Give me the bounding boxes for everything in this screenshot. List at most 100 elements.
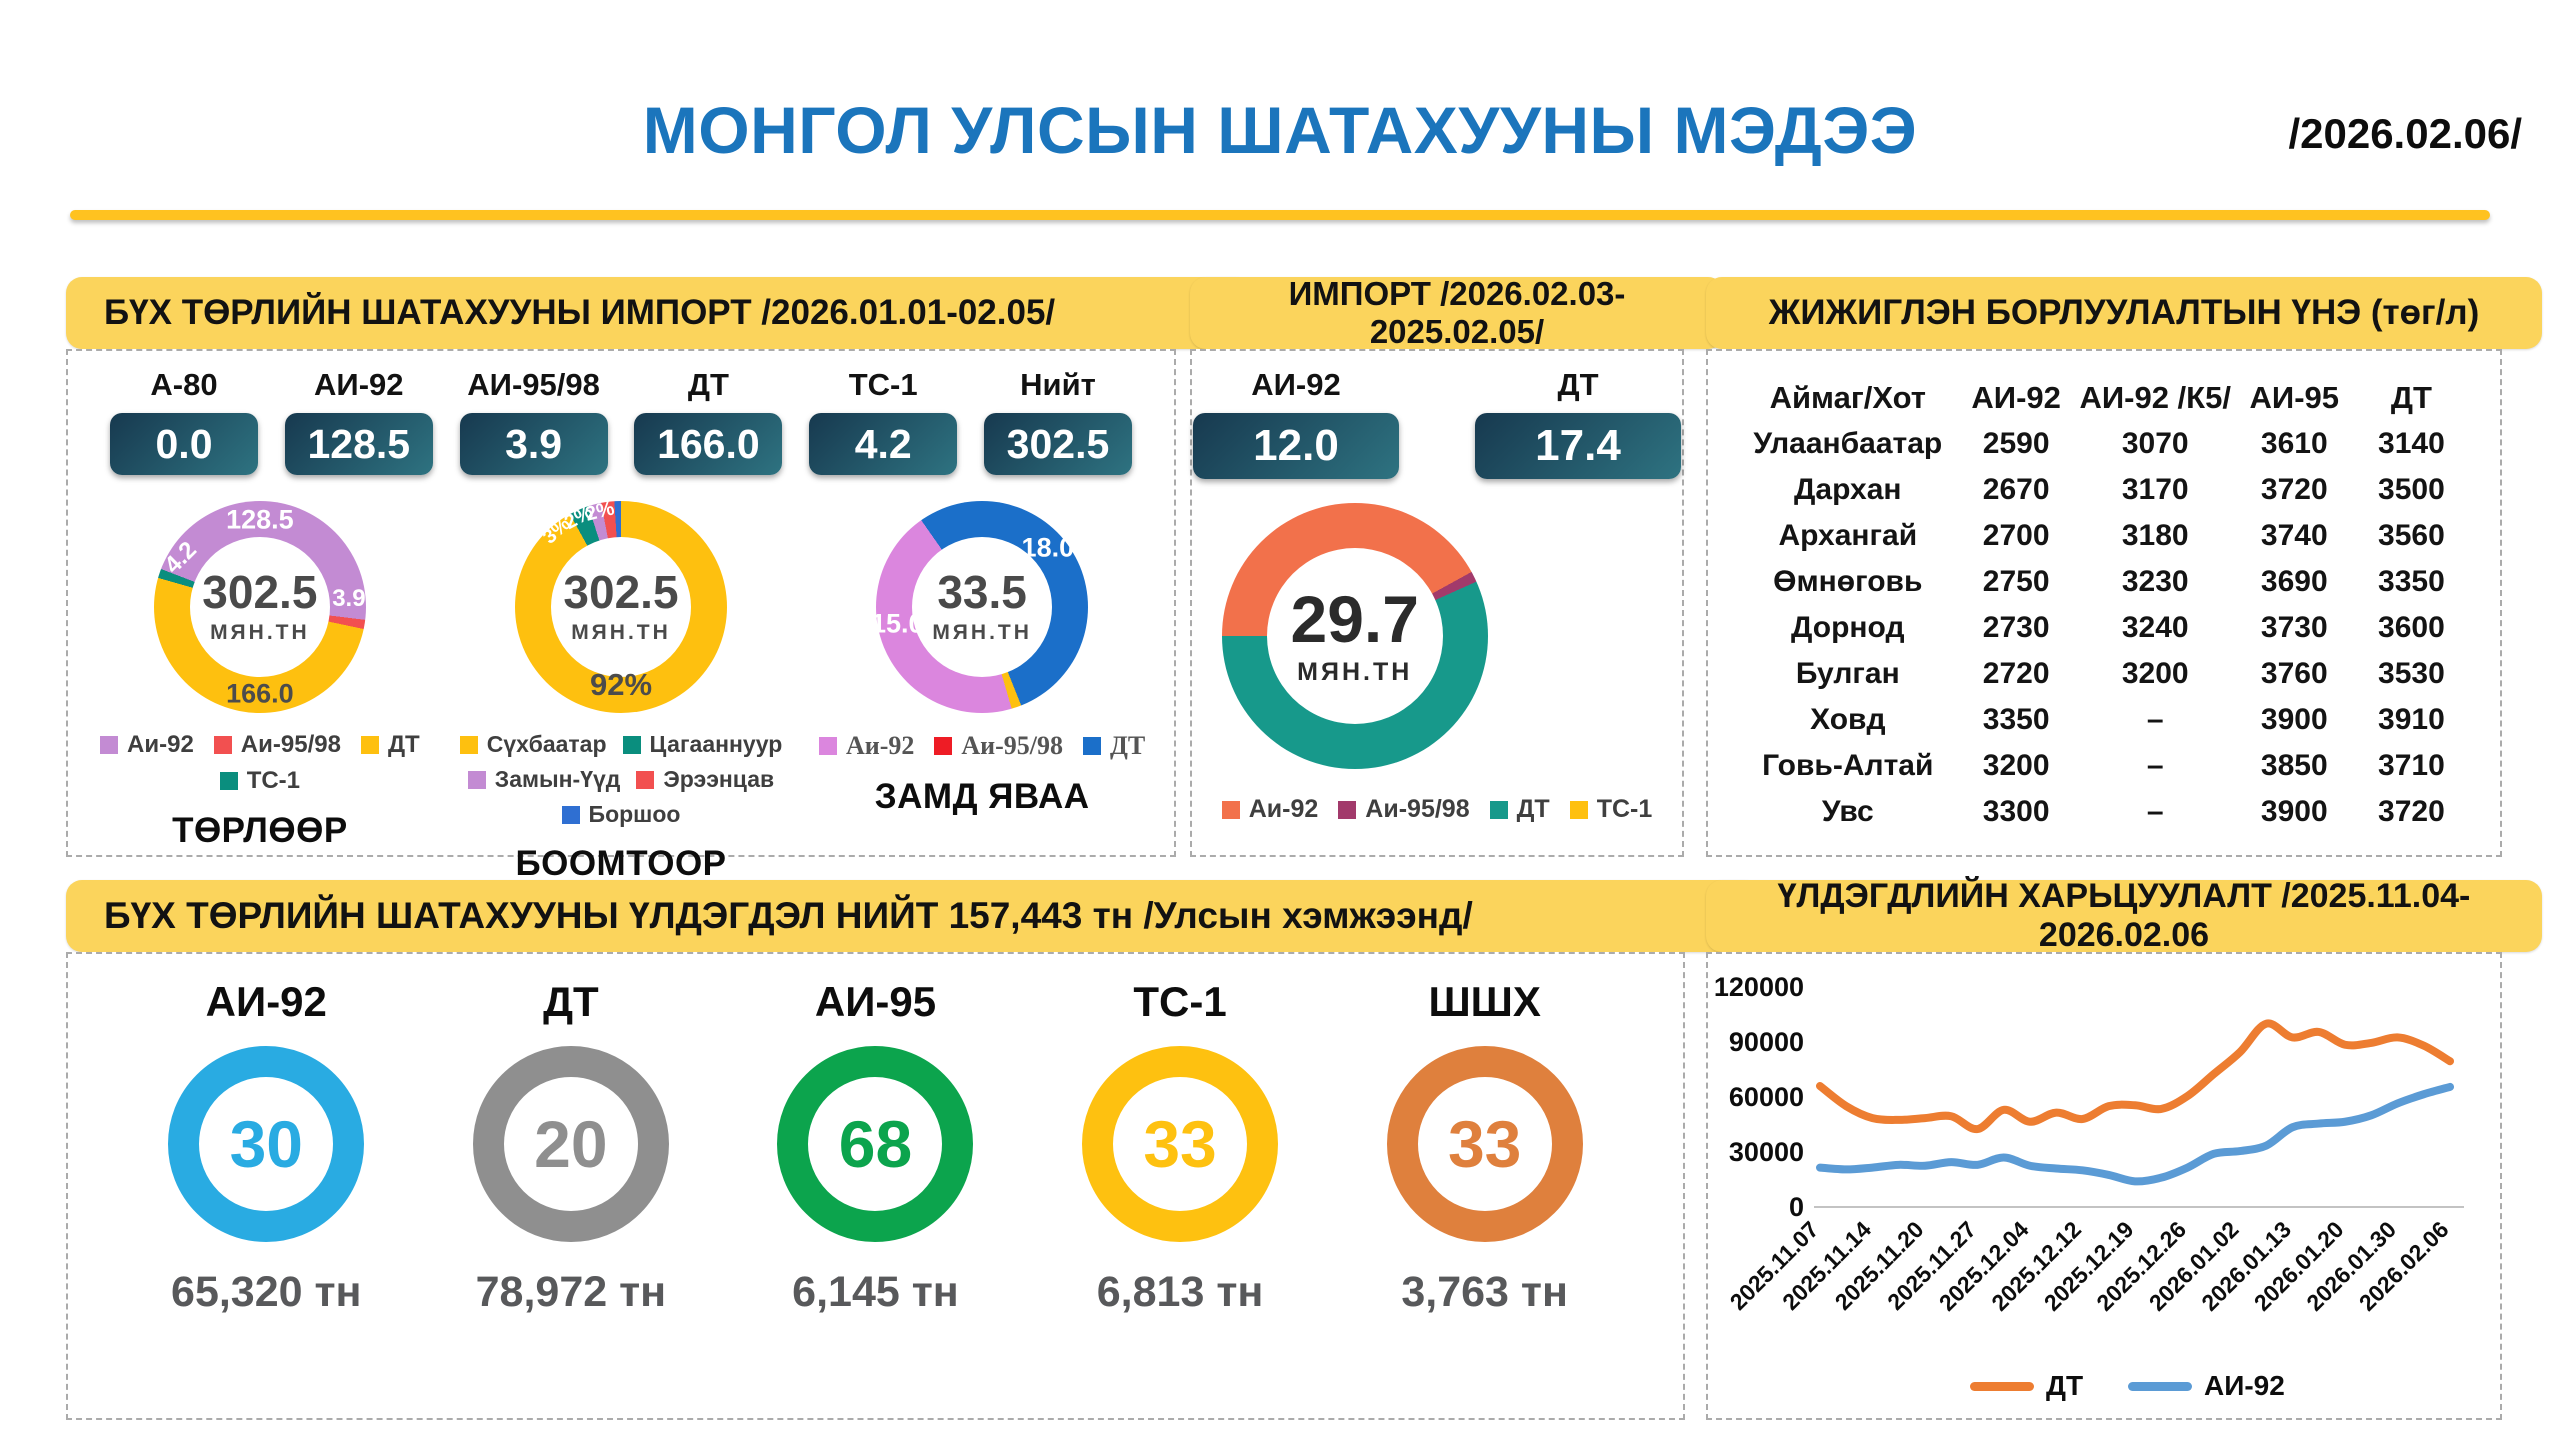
import-total-donuts: 302.5 МЯН.ТН 128.5 3.9 166.0 4.2 Аи-92 Аи-95/98… [68, 475, 1174, 884]
legend-label: ДТ [1110, 731, 1146, 760]
table-cell-price: 2750 [1982, 565, 2050, 598]
table-header-cell: АИ-95 [2249, 380, 2340, 415]
table-cell-region: Ховд [1810, 703, 1886, 736]
panel-body-import-total: А-80 0.0 АИ-92 128.5 АИ-95/98 3.9 ДТ 166.0 ТС-1 4… [66, 349, 1176, 883]
donut-group-by_port: 302.5 МЯН.ТН 3% 2% 2% 92% Сүхбаатар Цагааннуур З… [443, 497, 799, 884]
legend-item: Аи-92 [100, 731, 194, 759]
balance-ring: 33 [1386, 1046, 1583, 1242]
legend-label: Аи-92 [845, 731, 915, 760]
series-line-АИ-92 [1816, 1082, 2454, 1186]
legend-label: Аи-92 [127, 731, 194, 758]
donut-legend: Сүхбаатар Цагааннуур Замын-Үүд Эрээнцав Борш… [448, 731, 793, 828]
table-cell-price: 3140 [2378, 427, 2445, 460]
legend-swatch-icon [934, 737, 953, 755]
legend-swatch-icon [459, 735, 478, 754]
legend-label: Сүхбаатар [486, 731, 607, 757]
table-cell-price: 3180 [2121, 519, 2189, 552]
table-cell-price: 3910 [2378, 703, 2445, 736]
legend-item: Аи-95/98 [213, 731, 341, 759]
stat-value-box: 12.0 [1193, 413, 1399, 479]
legend-label: Замын-Үүд [494, 766, 621, 792]
stat-label: АИ-95/98 [467, 367, 600, 402]
balance-ring: 68 [777, 1046, 974, 1242]
legend-swatch-icon [1083, 737, 1102, 755]
balance-line-chart: 03000060000900001200002025.11.072025.11.… [1714, 972, 2464, 1401]
table-cell-region: Говь-Алтай [1762, 749, 1934, 782]
legend-item: Аи-95/98 [1338, 795, 1470, 824]
donut-slice-label: 128.5 [226, 504, 294, 535]
legend-item: Аи-92 [1221, 795, 1319, 824]
legend-label: Эрээнцав [663, 766, 775, 792]
donut-center-value: 302.5 [563, 566, 679, 618]
panel-header-import-recent: ИМПОРТ /2026.02.03-2025.02.05/ [1190, 275, 1724, 350]
balance-days: 33 [1447, 1107, 1522, 1181]
import-stat: АИ-95/98 3.9 [459, 367, 608, 475]
stat-label: ТС-1 [848, 367, 918, 402]
balance-item-label: АИ-92 [205, 978, 327, 1025]
stat-value-box: 166.0 [634, 413, 783, 475]
legend-swatch-icon [100, 736, 119, 754]
import-recent-donut-wrap: 29.7 МЯН.ТН Аи-92 Аи-95/98 ДТ ТС-1 [1192, 479, 1682, 824]
table-header-cell: Аймаг/Хот [1769, 380, 1926, 415]
table-header-cell: АИ-92 /К5/ [2079, 380, 2231, 415]
donut-center-value: 302.5 [202, 566, 318, 618]
donut-by_port: 302.5 МЯН.ТН 3% 2% 2% 92% [514, 497, 727, 713]
legend-label: ДТ [1516, 795, 1550, 823]
legend-item: ТС-1 [1569, 795, 1652, 824]
stat-value-box: 302.5 [983, 413, 1132, 475]
table-cell-price: 3200 [2121, 657, 2189, 690]
table-header-cell: АИ-92 [1971, 380, 2061, 415]
balance-item-label: ТС-1 [1133, 978, 1227, 1025]
donut-slice-label: 92% [589, 667, 653, 703]
table-cell-price: – [2146, 703, 2164, 736]
table-cell-price: 2590 [1982, 427, 2050, 460]
legend-swatch-icon [1569, 800, 1588, 819]
donut-caption: ТӨРЛӨӨР [172, 811, 348, 850]
y-axis-label: 30000 [1729, 1137, 1804, 1167]
stat-value: 4.2 [854, 420, 912, 467]
legend-label: Цагааннуур [649, 731, 783, 757]
chart-legend-swatch-icon [2128, 1382, 2192, 1391]
donut-group-in_transit: 33.5 МЯН.ТН 18.0 15.0 Аи-92 Аи-95/98 ДТ ЗАМД ЯВ… [804, 501, 1160, 884]
legend-swatch-icon [561, 805, 580, 824]
table-cell-price: 3900 [2260, 703, 2328, 736]
table-cell-region: Улаанбаатар [1753, 427, 1943, 460]
table-cell-price: 2670 [1982, 473, 2050, 506]
donut-legend: Аи-92 Аи-95/98 ДТ [818, 731, 1146, 761]
table-cell-price: 3300 [1982, 795, 2050, 828]
balance-tons: 78,972 тн [475, 1268, 667, 1316]
import-recent-stats: АИ-92 12.0 ДТ 17.4 [1192, 351, 1682, 479]
y-axis-label: 0 [1789, 1192, 1804, 1222]
import-stat: А-80 0.0 [110, 367, 258, 475]
balance-tons: 6,813 тн [1096, 1268, 1264, 1316]
stat-value: 128.5 [307, 420, 411, 467]
legend-swatch-icon [467, 770, 486, 789]
balance-item-label: ДТ [543, 978, 599, 1025]
y-axis-label: 120000 [1714, 972, 1804, 1002]
stat-label: АИ-92 [1251, 367, 1341, 402]
table-cell-price: 3730 [2260, 611, 2328, 644]
balance-days: 20 [534, 1107, 608, 1181]
legend-swatch-icon [622, 735, 641, 754]
panel-body-compare: 0 30000 60000 90000 120000 2025.11.07 2025.11.… [1706, 952, 2502, 1420]
balance-item-label: АИ-95 [814, 978, 937, 1025]
legend-item: Боршоо [561, 801, 680, 828]
panel-header-compare: ҮЛДЭГДЛИЙН ХАРЬЦУУЛАЛТ /2025.11.04-2026.… [1706, 877, 2542, 954]
table-cell-price: 3350 [1982, 703, 2050, 736]
table-cell-price: – [2146, 749, 2164, 782]
legend-label: Аи-92 [1248, 795, 1319, 823]
donut-slice-label: 18.0 [1021, 532, 1075, 563]
table-cell-price: 3230 [2121, 565, 2189, 598]
donut-center-unit: МЯН.ТН [932, 621, 1032, 644]
chart-legend-item: АИ-92 [2204, 1370, 2285, 1401]
table-cell-price: 3710 [2378, 749, 2445, 782]
panel-body-retail-price: Аймаг/Хот АИ-92 АИ-92 /К5/АИ-95 ДТ Улаанбаат… [1706, 349, 2502, 857]
balance-item-label: ШШХ [1428, 978, 1541, 1025]
stat-value: 3.9 [505, 420, 563, 467]
panel-body-balance: АИ-92 30 65,320 тн ДТ 20 78,972 тн АИ-95 68 6,14… [66, 952, 1685, 1420]
table-header-cell: ДТ [2390, 380, 2432, 415]
stat-value: 0.0 [155, 420, 213, 467]
import-total-stats: А-80 0.0 АИ-92 128.5 АИ-95/98 3.9 ДТ 166.0 ТС-1 4… [68, 351, 1174, 475]
stat-value: 166.0 [657, 420, 760, 467]
table-cell-price: 3690 [2260, 565, 2328, 598]
